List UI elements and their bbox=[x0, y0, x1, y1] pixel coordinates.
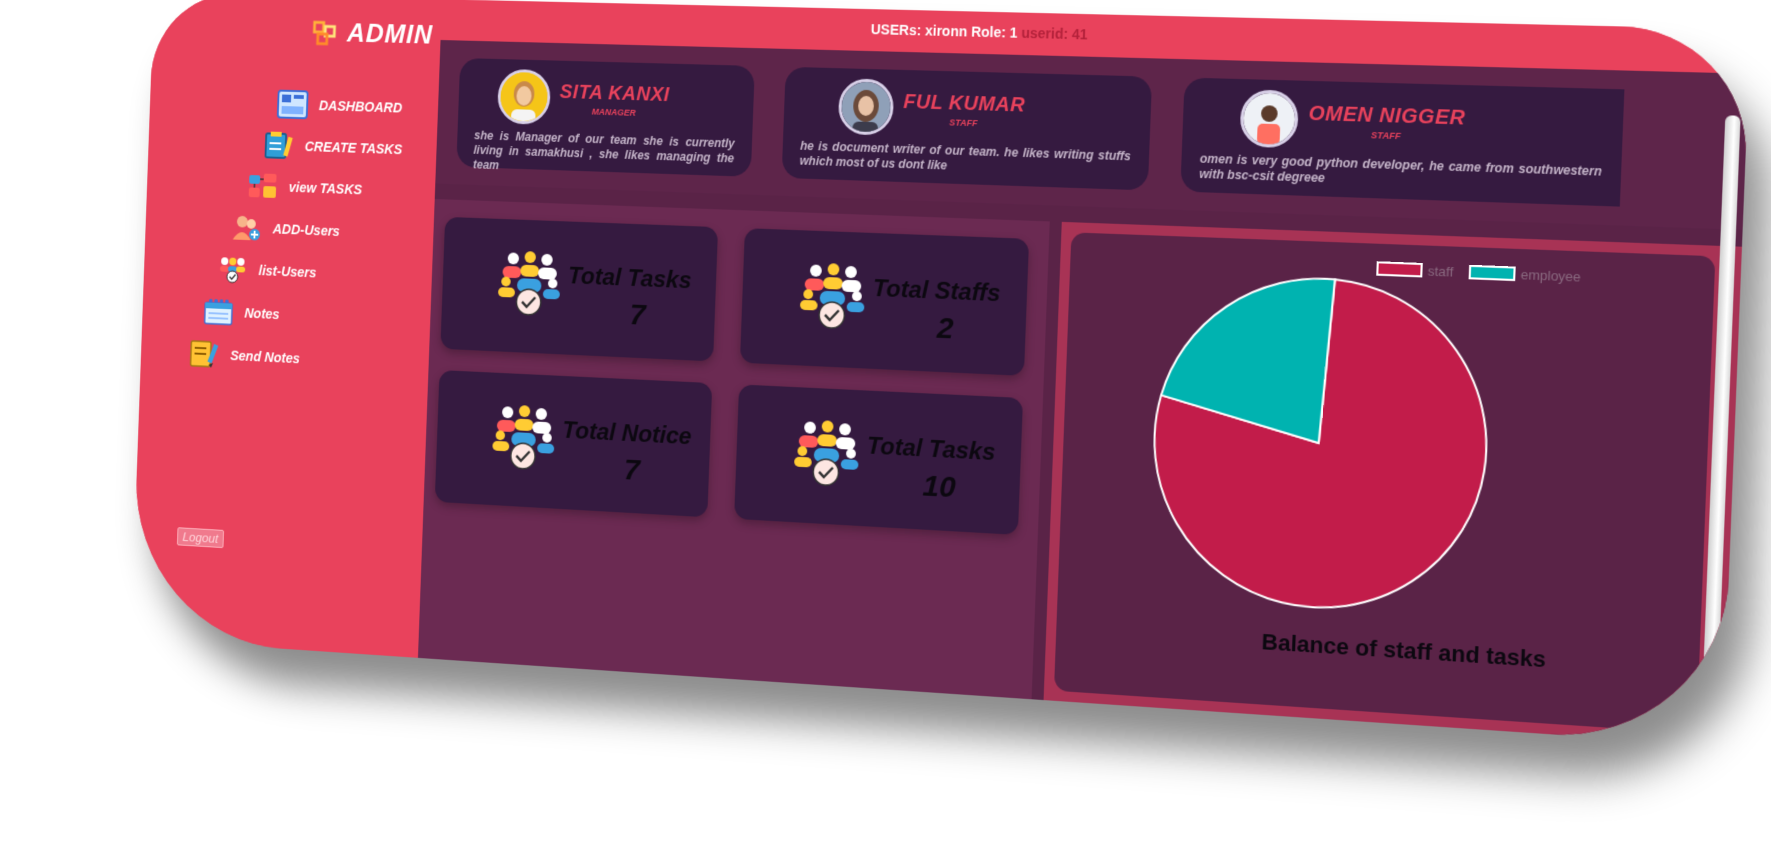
stat-card-total-notice: Total Notice 7 bbox=[435, 370, 713, 517]
profile-description: he is document writer of our team. he li… bbox=[799, 139, 1131, 180]
profile-head: FUL KUMAR STAFF bbox=[838, 78, 1026, 140]
sidebar-item-dashboard[interactable]: DASHBOARD bbox=[277, 90, 403, 123]
avatar bbox=[838, 78, 895, 135]
stat-value: 2 bbox=[871, 309, 1020, 350]
stat-card-total-tasks-2: Total Tasks 10 bbox=[734, 384, 1023, 535]
sidebar-item-label: Send Notes bbox=[230, 348, 300, 367]
legend-label-staff: staff bbox=[1427, 263, 1454, 280]
sidebar-item-add-users[interactable]: ADD-Users bbox=[231, 213, 340, 246]
avatar-image bbox=[500, 72, 548, 122]
role-label: Role: bbox=[971, 24, 1006, 41]
team-check-icon bbox=[797, 260, 868, 334]
stat-value: 7 bbox=[560, 450, 703, 491]
notes-icon bbox=[203, 297, 234, 327]
sidebar-item-list-users[interactable]: list-Users bbox=[217, 254, 317, 287]
users-label: USERs: bbox=[871, 21, 922, 38]
avatar bbox=[1239, 89, 1299, 148]
profile-description: omen is very good python developer, he c… bbox=[1199, 151, 1602, 195]
stat-value: 7 bbox=[566, 296, 709, 336]
admin-logo-icon bbox=[312, 20, 338, 46]
dashboard-icon bbox=[277, 90, 309, 120]
legend-swatch-employee bbox=[1470, 266, 1515, 280]
sidebar-item-create-tasks[interactable]: CREATE TASKS bbox=[263, 130, 403, 163]
stat-title: Total Notice bbox=[562, 417, 692, 451]
stat-card-total-staffs: Total Staffs 2 bbox=[740, 228, 1029, 376]
avatar-image bbox=[841, 81, 892, 132]
sidebar-item-label: list-Users bbox=[258, 263, 316, 281]
profile-card: SITA KANXI MANAGER she is Manager of our… bbox=[456, 58, 755, 177]
main-content: SITA KANXI MANAGER she is Manager of our… bbox=[418, 40, 1749, 746]
add-users-icon bbox=[231, 213, 263, 243]
sidebar-item-send-notes[interactable]: Send Notes bbox=[189, 339, 301, 373]
profile-role: MANAGER bbox=[559, 105, 669, 118]
username: xironn bbox=[925, 22, 968, 39]
logout-button[interactable]: Logout bbox=[177, 527, 224, 548]
sidebar-item-label: view TASKS bbox=[289, 179, 363, 197]
profile-name: FUL KUMAR bbox=[903, 90, 1026, 117]
stat-value: 10 bbox=[865, 466, 1014, 508]
stat-title: Total Tasks bbox=[866, 433, 995, 468]
profile-description: she is Manager of our team she is curren… bbox=[473, 128, 735, 181]
send-notes-icon bbox=[189, 339, 220, 369]
avatar-image bbox=[1242, 92, 1295, 145]
userid-label: userid: bbox=[1021, 25, 1068, 42]
role-value: 1 bbox=[1009, 24, 1017, 40]
profile-card: FUL KUMAR STAFF he is document writer of… bbox=[782, 67, 1153, 191]
profile-name-block: OMEN NIGGER STAFF bbox=[1308, 102, 1466, 143]
profile-name-block: FUL KUMAR STAFF bbox=[903, 90, 1026, 129]
stat-title: Total Staffs bbox=[872, 275, 1001, 308]
sidebar-item-notes[interactable]: Notes bbox=[203, 297, 280, 329]
profile-head: OMEN NIGGER STAFF bbox=[1239, 89, 1466, 153]
stats-area: Total Tasks 7 bbox=[418, 199, 1050, 699]
brand: ADMIN bbox=[312, 17, 433, 50]
stat-card-total-tasks: Total Tasks 7 bbox=[440, 217, 718, 362]
team-check-icon bbox=[791, 417, 862, 492]
team-check-icon bbox=[495, 248, 563, 321]
create-tasks-icon bbox=[263, 130, 295, 160]
profile-card: OMEN NIGGER STAFF omen is very good pyth… bbox=[1180, 78, 1624, 207]
sidebar-item-label: ADD-Users bbox=[273, 221, 341, 239]
profile-role: STAFF bbox=[903, 115, 1025, 129]
team-check-icon bbox=[490, 402, 558, 476]
brand-title: ADMIN bbox=[347, 18, 434, 50]
legend-label-employee: employee bbox=[1520, 267, 1581, 285]
legend-swatch-staff bbox=[1377, 262, 1421, 276]
profile-role: STAFF bbox=[1308, 128, 1465, 143]
sidebar-item-view-tasks[interactable]: view TASKS bbox=[247, 171, 363, 204]
profile-name: SITA KANXI bbox=[559, 81, 670, 107]
chart-panel: staff employee Balance of staff and tasks bbox=[1054, 232, 1715, 733]
sidebar-item-label: CREATE TASKS bbox=[304, 138, 402, 157]
profile-head: SITA KANXI MANAGER bbox=[497, 69, 670, 129]
chart-area: staff employee Balance of staff and tasks bbox=[1044, 222, 1742, 746]
list-users-icon bbox=[217, 254, 249, 284]
userid-value: 41 bbox=[1072, 26, 1088, 43]
app-window: USERs: xironn Role: 1 userid: 41 ADMIN bbox=[131, 0, 1751, 746]
user-info: USERs: xironn Role: 1 userid: 41 bbox=[871, 21, 1088, 42]
profile-name-block: SITA KANXI MANAGER bbox=[559, 81, 670, 119]
stat-title: Total Tasks bbox=[568, 263, 692, 296]
sidebar-item-label: Notes bbox=[244, 305, 280, 322]
avatar bbox=[497, 69, 551, 125]
sidebar-item-label: DASHBOARD bbox=[319, 98, 403, 116]
view-tasks-icon bbox=[247, 171, 279, 201]
profile-name: OMEN NIGGER bbox=[1308, 102, 1466, 130]
profile-strip: SITA KANXI MANAGER she is Manager of our… bbox=[435, 40, 1749, 230]
